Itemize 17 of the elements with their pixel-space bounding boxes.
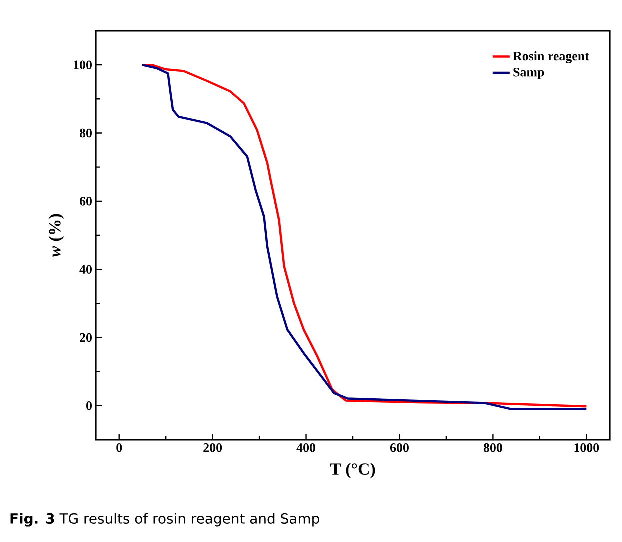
x-tick-label: 200: [204, 444, 222, 452]
y-tick-label: 100: [74, 60, 92, 70]
y-tick-label: 60: [80, 197, 92, 206]
y-tick-label: 0: [86, 402, 92, 410]
y-axis-title: w (%): [48, 214, 64, 258]
y-tick-label: 80: [80, 128, 92, 138]
x-tick-label: 800: [484, 444, 502, 452]
legend-label: Samp: [514, 68, 544, 80]
legend-label: Rosin reagent: [513, 52, 590, 64]
x-tick-label: 0: [116, 444, 122, 452]
x-axis-title: T (°C): [330, 463, 376, 478]
x-tick-label: 400: [296, 444, 316, 452]
x-tick-label: 600: [390, 444, 409, 452]
text: Fig. 3 TG results of rosin reagent and Samp: [10, 513, 320, 527]
y-tick-label: 20: [80, 333, 92, 342]
x-tick-label: 1000: [574, 444, 600, 452]
y-tick-label: 40: [80, 265, 92, 274]
